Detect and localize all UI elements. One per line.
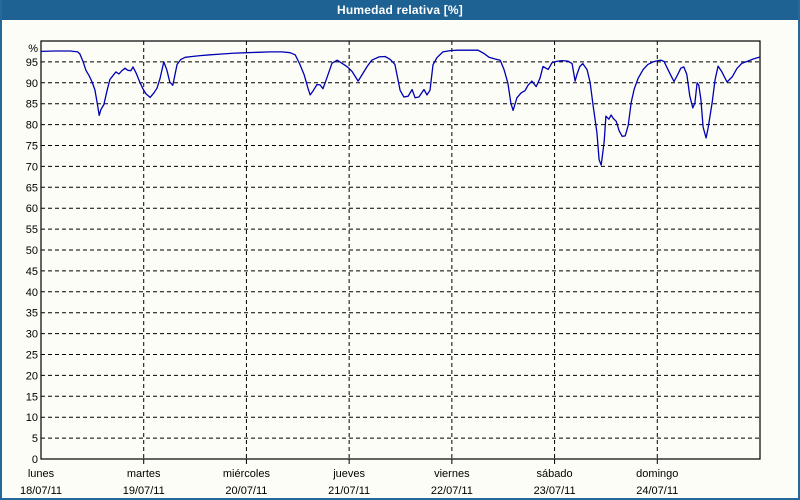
y-tick-label: 65	[26, 182, 38, 194]
day-name-label: sábado	[537, 468, 573, 480]
y-tick-label: 15	[26, 391, 38, 403]
plot-border	[40, 40, 761, 460]
y-axis-unit-label: %	[28, 43, 38, 55]
y-tick-label: 20	[26, 370, 38, 382]
y-tick-label: 60	[26, 203, 38, 215]
day-date-label: 19/07/11	[123, 485, 165, 497]
y-tick-label: 55	[26, 224, 38, 236]
window-title: Humedad relativa [%]	[336, 3, 464, 17]
x-axis-labels: lunes 18/07/11 martes 19/07/11 miércoles 20/0…	[20, 468, 678, 497]
y-axis-labels: 0 5 10 15 20 25 30 35 40 45 50 55 60 65 70 75 80 85 90 95	[26, 57, 38, 466]
y-tick-label: 25	[26, 350, 38, 362]
y-tick-label: 35	[26, 308, 38, 320]
y-grid	[41, 61, 760, 439]
y-tick-label: 50	[26, 245, 38, 257]
y-tick-label: 40	[26, 287, 38, 299]
chart-area: 0 5 10 15 20 25 30 35 40 45 50 55 60 65 70 75 80 85 90 95% l…	[2, 20, 798, 498]
day-date-label: 24/07/11	[636, 485, 678, 497]
humidity-line	[40, 49, 760, 166]
day-date-label: 20/07/11	[225, 485, 267, 497]
y-tick-label: 10	[26, 412, 38, 424]
y-tick-label: 90	[26, 78, 38, 90]
y-tick-label: 70	[26, 161, 38, 173]
day-date-label: 23/07/11	[534, 485, 576, 497]
day-date-label: 18/07/11	[20, 485, 62, 497]
y-tick-label: 85	[26, 99, 38, 111]
y-tick-label: 95	[26, 57, 38, 69]
y-tick-label: 80	[26, 120, 38, 132]
x-grid	[143, 41, 658, 464]
day-date-label: 22/07/11	[431, 485, 473, 497]
day-date-label: 21/07/11	[328, 485, 370, 497]
title-bar: Humedad relativa [%]	[2, 0, 798, 20]
day-name-label: martes	[127, 468, 161, 480]
y-tick-label: 45	[26, 266, 38, 278]
day-name-label: jueves	[332, 468, 365, 480]
day-name-label: domingo	[636, 468, 678, 480]
day-name-label: lunes	[28, 468, 55, 480]
y-tick-label: 30	[26, 329, 38, 341]
day-name-label: miércoles	[223, 468, 271, 480]
y-tick-label: 75	[26, 141, 38, 153]
day-name-label: viernes	[434, 468, 470, 480]
y-tick-label: 5	[32, 433, 38, 445]
humidity-chart: 0 5 10 15 20 25 30 35 40 45 50 55 60 65 70 75 80 85 90 95% l…	[20, 40, 761, 497]
y-tick-label: 0	[32, 454, 38, 466]
